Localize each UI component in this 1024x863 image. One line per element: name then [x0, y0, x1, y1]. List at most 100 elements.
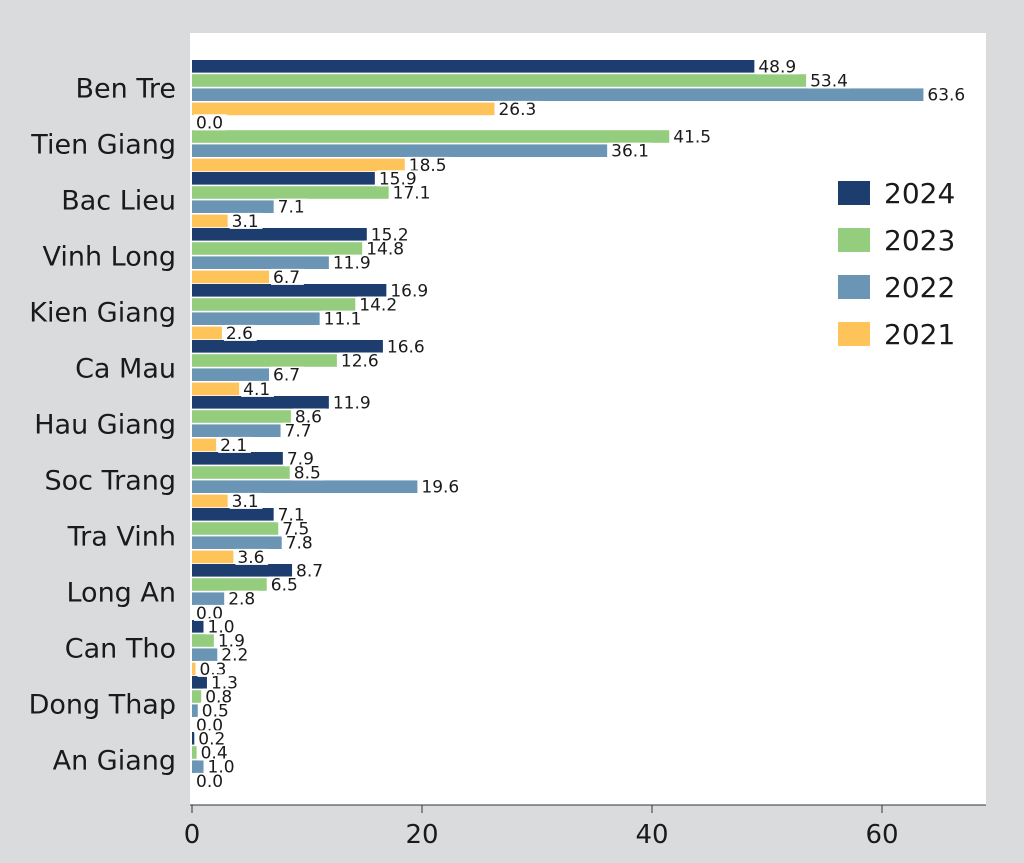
- value-label-bg-kien-giang-2021: [223, 324, 257, 341]
- value-label-kien-giang-2023: 14.2: [359, 296, 397, 316]
- bar-bac-lieu-2022: [192, 200, 274, 213]
- value-label-can-tho-2023: 1.9: [218, 632, 245, 652]
- legend-label-2022: 2022: [884, 271, 955, 304]
- category-label-can-tho: Can Tho: [65, 633, 176, 664]
- bar-an-giang-2022: [192, 760, 204, 773]
- bar-long-an-2024: [192, 564, 293, 577]
- bar-vinh-long-2021: [192, 270, 270, 284]
- category-label-soc-trang: Soc Trang: [44, 465, 176, 496]
- bar-hau-giang-2023: [192, 410, 291, 423]
- value-label-bg-bac-lieu-2024: [376, 170, 420, 187]
- category-label-ca-mau: Ca Mau: [75, 353, 176, 384]
- bar-can-tho-2022: [192, 648, 218, 661]
- value-label-bg-dong-thap-2021: [194, 716, 227, 733]
- bar-tien-giang-2023: [192, 130, 670, 143]
- value-label-long-an-2022: 2.8: [228, 590, 255, 610]
- bar-ca-mau-2024: [192, 340, 383, 353]
- value-label-dong-thap-2023: 0.8: [205, 688, 232, 708]
- value-label-bg-vinh-long-2024: [368, 226, 412, 243]
- bar-bac-lieu-2021: [192, 214, 228, 228]
- category-label-an-giang: An Giang: [53, 745, 176, 776]
- value-label-bg-vinh-long-2023: [364, 240, 407, 257]
- value-label-bg-kien-giang-2024: [388, 282, 431, 299]
- bar-bac-lieu-2023: [192, 186, 389, 199]
- bar-ben-tre-2024: [192, 60, 755, 73]
- value-label-can-tho-2024: 1.0: [208, 617, 235, 637]
- value-label-bg-long-an-2022: [226, 590, 259, 607]
- value-label-kien-giang-2024: 16.9: [390, 281, 428, 301]
- value-label-bg-hau-giang-2023: [292, 408, 326, 425]
- value-label-bg-ben-tre-2022: [925, 86, 968, 103]
- value-label-ben-tre-2022: 63.6: [927, 86, 965, 106]
- x-tick-label-20: 20: [405, 820, 438, 850]
- value-label-bg-long-an-2023: [268, 576, 302, 593]
- value-label-long-an-2023: 6.5: [271, 576, 298, 596]
- category-label-long-an: Long An: [66, 577, 176, 608]
- value-label-bg-tra-vinh-2021: [235, 548, 269, 565]
- value-label-kien-giang-2021: 2.6: [226, 324, 253, 344]
- legend-swatch-2023: [838, 228, 870, 252]
- value-label-bg-ca-mau-2022: [271, 366, 304, 383]
- value-label-soc-trang-2023: 8.5: [294, 464, 321, 484]
- value-label-tien-giang-2024: 0.0: [196, 113, 223, 133]
- bar-ca-mau-2023: [192, 354, 337, 367]
- value-label-bg-an-giang-2022: [205, 758, 239, 775]
- x-axis: 0 20 40 60: [184, 805, 899, 850]
- bar-tra-vinh-2021: [192, 550, 234, 564]
- value-label-bg-tien-giang-2023: [671, 128, 714, 145]
- value-label-bg-bac-lieu-2022: [275, 198, 309, 215]
- value-label-tra-vinh-2022: 7.8: [286, 534, 313, 554]
- x-tick-label-40: 40: [635, 820, 668, 850]
- value-label-tien-giang-2023: 41.5: [673, 128, 711, 148]
- value-label-bg-can-tho-2023: [215, 632, 249, 649]
- category-label-ben-tre: Ben Tre: [76, 73, 176, 104]
- category-label-hau-giang: Hau Giang: [34, 409, 176, 440]
- bar-kien-giang-2022: [192, 312, 320, 325]
- value-label-ca-mau-2021: 4.1: [243, 380, 270, 400]
- value-label-tien-giang-2022: 36.1: [611, 142, 649, 162]
- value-label-an-giang-2024: 0.2: [198, 729, 225, 749]
- bar-ben-tre-2022: [192, 88, 924, 101]
- value-label-ca-mau-2023: 12.6: [341, 352, 379, 372]
- value-label-hau-giang-2021: 2.1: [220, 436, 247, 456]
- bar-vinh-long-2023: [192, 242, 363, 255]
- bar-an-giang-2024: [192, 732, 195, 745]
- bar-soc-trang-2021: [192, 494, 228, 508]
- value-label-bg-an-giang-2021: [194, 772, 227, 789]
- value-label-bg-an-giang-2024: [196, 730, 230, 747]
- value-label-bac-lieu-2024: 15.9: [379, 169, 417, 189]
- value-label-tra-vinh-2024: 7.1: [278, 505, 305, 525]
- value-label-an-giang-2023: 0.4: [201, 744, 228, 764]
- bar-bac-lieu-2024: [192, 172, 375, 185]
- value-label-bg-ben-tre-2021: [496, 100, 539, 117]
- value-label-soc-trang-2024: 7.9: [287, 449, 314, 469]
- bar-hau-giang-2022: [192, 424, 281, 437]
- value-label-bg-bac-lieu-2021: [229, 212, 263, 229]
- bar-tra-vinh-2022: [192, 536, 282, 549]
- legend: 2024 2023 2022 2021: [838, 177, 955, 351]
- bar-tien-giang-2021: [192, 158, 405, 172]
- value-label-bg-vinh-long-2022: [330, 254, 374, 271]
- value-label-soc-trang-2022: 19.6: [421, 478, 459, 498]
- value-label-bg-long-an-2024: [294, 562, 327, 579]
- value-label-bg-tien-giang-2021: [406, 156, 450, 173]
- value-label-soc-trang-2021: 3.1: [232, 492, 259, 512]
- value-label-bg-dong-thap-2024: [208, 674, 242, 691]
- legend-swatch-2024: [838, 181, 870, 205]
- bar-kien-giang-2021: [192, 326, 222, 340]
- value-label-bg-hau-giang-2021: [218, 436, 251, 453]
- value-label-hau-giang-2022: 7.7: [285, 422, 312, 442]
- bar-long-an-2023: [192, 578, 267, 591]
- category-label-bac-lieu: Bac Lieu: [61, 185, 176, 216]
- category-label-tra-vinh: Tra Vinh: [67, 521, 176, 552]
- value-label-bg-bac-lieu-2023: [390, 184, 434, 201]
- value-label-bg-can-tho-2024: [205, 618, 239, 635]
- value-label-bg-tra-vinh-2024: [275, 506, 309, 523]
- value-label-bg-dong-thap-2022: [199, 702, 233, 719]
- bar-tra-vinh-2024: [192, 508, 274, 521]
- value-label-bg-ben-tre-2023: [808, 72, 851, 89]
- value-label-bac-lieu-2022: 7.1: [278, 198, 305, 218]
- value-label-bg-tien-giang-2022: [609, 142, 652, 159]
- bar-dong-thap-2024: [192, 676, 207, 689]
